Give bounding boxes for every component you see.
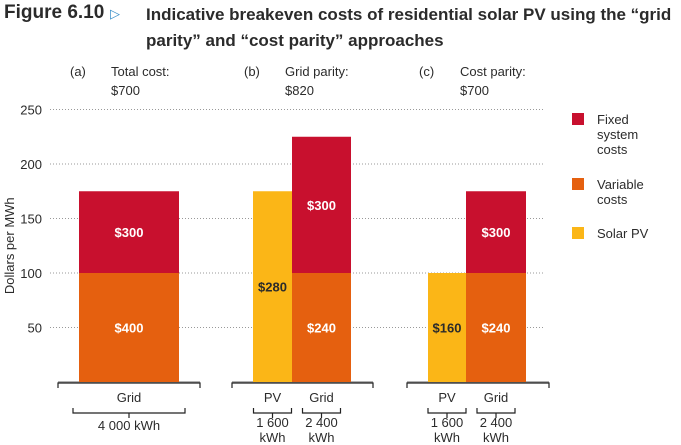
panel-total: $700 — [111, 83, 140, 98]
figure-title: Indicative breakeven costs of residentia… — [146, 5, 672, 50]
panel-bracket — [231, 382, 374, 388]
legend-label: Fixed system costs — [597, 112, 638, 157]
category-bracket — [476, 408, 516, 418]
legend-swatch — [572, 178, 584, 190]
panel-bracket — [57, 382, 201, 388]
bar-segment — [428, 273, 466, 382]
panel-caption: Cost parity: — [460, 64, 526, 79]
y-tick-label: 50 — [28, 321, 42, 336]
bar-data-label: $300 — [482, 225, 511, 240]
bar-segment — [79, 273, 179, 382]
kwh-value: 2 400 — [305, 415, 338, 430]
category-bracket — [301, 408, 342, 418]
kwh-unit: kWh — [260, 430, 286, 445]
category-label: Grid — [117, 390, 142, 405]
legend-swatch — [572, 113, 584, 125]
bar-data-label: $240 — [307, 321, 336, 336]
category-label: PV — [438, 390, 456, 405]
bar-data-label: $280 — [258, 280, 287, 295]
bar-segment — [292, 136, 351, 273]
category-bracket — [72, 408, 186, 418]
bar-segment — [466, 191, 526, 273]
panel-caption: Grid parity: — [285, 64, 349, 79]
panel-total: $700 — [460, 83, 489, 98]
y-tick-label: 100 — [20, 266, 42, 281]
kwh-label: 4 000 kWh — [98, 418, 160, 433]
panel-letter: (b) — [244, 64, 260, 79]
panel-bracket — [406, 382, 550, 388]
bar-segment — [292, 273, 351, 382]
y-tick-label: 200 — [20, 157, 42, 172]
kwh-unit: kWh — [483, 430, 509, 445]
kwh-value: 2 400 — [480, 415, 513, 430]
panel-caption: Total cost: — [111, 64, 170, 79]
bar-segment — [79, 191, 179, 273]
y-axis-label: Dollars per MWh — [2, 197, 17, 294]
triangle-icon: ▷ — [110, 6, 120, 21]
kwh-value: 1 600 — [431, 415, 464, 430]
category-label: PV — [264, 390, 282, 405]
kwh-value: 1 600 — [256, 415, 289, 430]
legend-swatch — [572, 227, 584, 239]
bar-segment — [253, 191, 292, 382]
category-label: Grid — [309, 390, 334, 405]
bar-data-label: $300 — [307, 198, 336, 213]
bar-data-label: $400 — [115, 321, 144, 336]
legend-label: Variable costs — [597, 177, 644, 207]
category-bracket — [252, 408, 293, 418]
category-bracket — [427, 408, 467, 418]
category-label: Grid — [484, 390, 509, 405]
bar-data-label: $160 — [433, 321, 462, 336]
kwh-unit: kWh — [309, 430, 335, 445]
bar-data-label: $300 — [115, 225, 144, 240]
panel-letter: (a) — [70, 64, 86, 79]
y-tick-label: 250 — [20, 103, 42, 118]
y-tick-label: 150 — [20, 212, 42, 227]
legend-label: Solar PV — [597, 226, 649, 241]
panel-letter: (c) — [419, 64, 434, 79]
bar-segment — [466, 273, 526, 382]
panel-total: $820 — [285, 83, 314, 98]
bar-data-label: $240 — [482, 321, 511, 336]
figure-label: Figure 6.10 — [4, 2, 105, 23]
kwh-unit: kWh — [434, 430, 460, 445]
